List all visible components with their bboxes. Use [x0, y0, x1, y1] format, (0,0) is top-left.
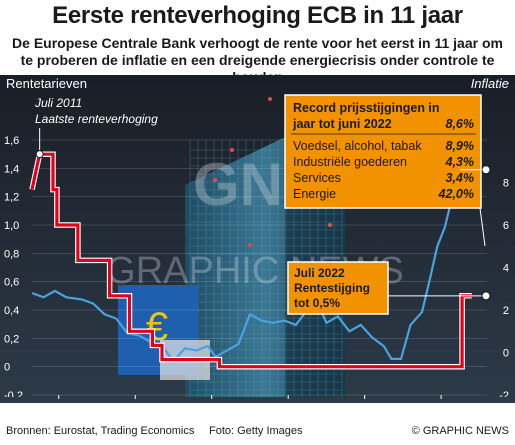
left-axis-label: Rentetarieven — [6, 76, 87, 91]
inflation-records-box: Record prijsstijgingen in jaar tot juni … — [284, 94, 486, 247]
photo-credit: Foto: Getty Images — [209, 425, 303, 437]
inset-row-label: Energie — [293, 187, 336, 201]
annotation-july-2011-line2: Laatste renteverhoging — [35, 112, 158, 126]
inset-header-line1: Record prijsstijgingen in — [293, 101, 440, 115]
source-note: Bronnen: Eurostat, Trading Economics — [6, 425, 195, 437]
left-tick-label: 1,6 — [4, 135, 19, 147]
annotation-july-2022-line1: Juli 2022 — [294, 266, 345, 280]
inset-row-value: 42,0% — [438, 187, 474, 201]
annotation-july-2022-line3: tot 0,5% — [294, 296, 340, 310]
inflation-end-marker — [481, 165, 491, 175]
inset-row-label: Services — [293, 171, 341, 185]
annotation-july-2022-marker — [481, 291, 491, 301]
right-tick-label: 8 — [503, 178, 509, 190]
annotation-july-2022-box — [287, 261, 389, 315]
left-tick-label: 0,6 — [4, 277, 19, 289]
right-tick-label: 2 — [503, 305, 509, 317]
left-tick-label: 0 — [4, 362, 10, 374]
inset-row-label: Voedsel, alcohol, tabak — [293, 139, 422, 153]
left-tick-label: 1,2 — [4, 192, 19, 204]
annotation-july-2022: Juli 2022 Rentestijging tot 0,5% — [287, 165, 491, 315]
right-tick-label: -2 — [499, 390, 509, 402]
left-tick-label: 1,4 — [4, 163, 19, 175]
left-tick-label: 0,8 — [4, 248, 19, 260]
left-tick-label: 1,0 — [4, 220, 19, 232]
annotation-july-2022-line2: Rentestijging — [294, 281, 370, 295]
right-tick-label: 6 — [503, 220, 509, 232]
inset-row-value: 3,4% — [446, 171, 475, 185]
publisher-credit: © GRAPHIC NEWS — [411, 425, 509, 437]
annotation-july-2011-line1: Juli 2011 — [34, 96, 82, 110]
page-title: Eerste renteverhoging ECB in 11 jaar — [52, 2, 463, 29]
left-tick-label: 0,2 — [4, 333, 19, 345]
left-axis-ticks: 1,61,41,21,00,80,60,40,20-0,2 — [4, 135, 23, 402]
left-tick-label: 0,4 — [4, 305, 19, 317]
annotation-july-2011-marker — [35, 150, 44, 159]
subtitle-line-1: De Europese Centrale Bank verhoogt de re… — [12, 35, 503, 51]
annotation-july-2011: Juli 2011 Laatste renteverhoging — [34, 96, 158, 159]
watermark-logo: GN — [193, 151, 283, 218]
inset-row-label: Industriële goederen — [293, 155, 407, 169]
right-tick-label: 4 — [503, 263, 509, 275]
inset-header-value: 8,6% — [446, 117, 475, 131]
footer-band — [0, 403, 515, 445]
inset-row-value: 8,9% — [446, 139, 475, 153]
inflation-records-box-background — [284, 94, 482, 209]
right-tick-label: 0 — [503, 348, 509, 360]
right-axis-label: Inflatie — [471, 76, 509, 91]
inset-rows: Voedsel, alcohol, tabak 8,9% Industriële g… — [293, 139, 474, 201]
inset-row-value: 4,3% — [445, 155, 475, 169]
inflation-series-line — [31, 169, 462, 363]
subtitle: De Europese Centrale Bank verhoogt de re… — [6, 35, 509, 86]
rate-series-line — [30, 152, 472, 369]
right-axis-ticks: 8 6 4 2 0 -2 — [499, 178, 509, 403]
inset-header-line2: jaar tot juni 2022 — [292, 117, 392, 131]
